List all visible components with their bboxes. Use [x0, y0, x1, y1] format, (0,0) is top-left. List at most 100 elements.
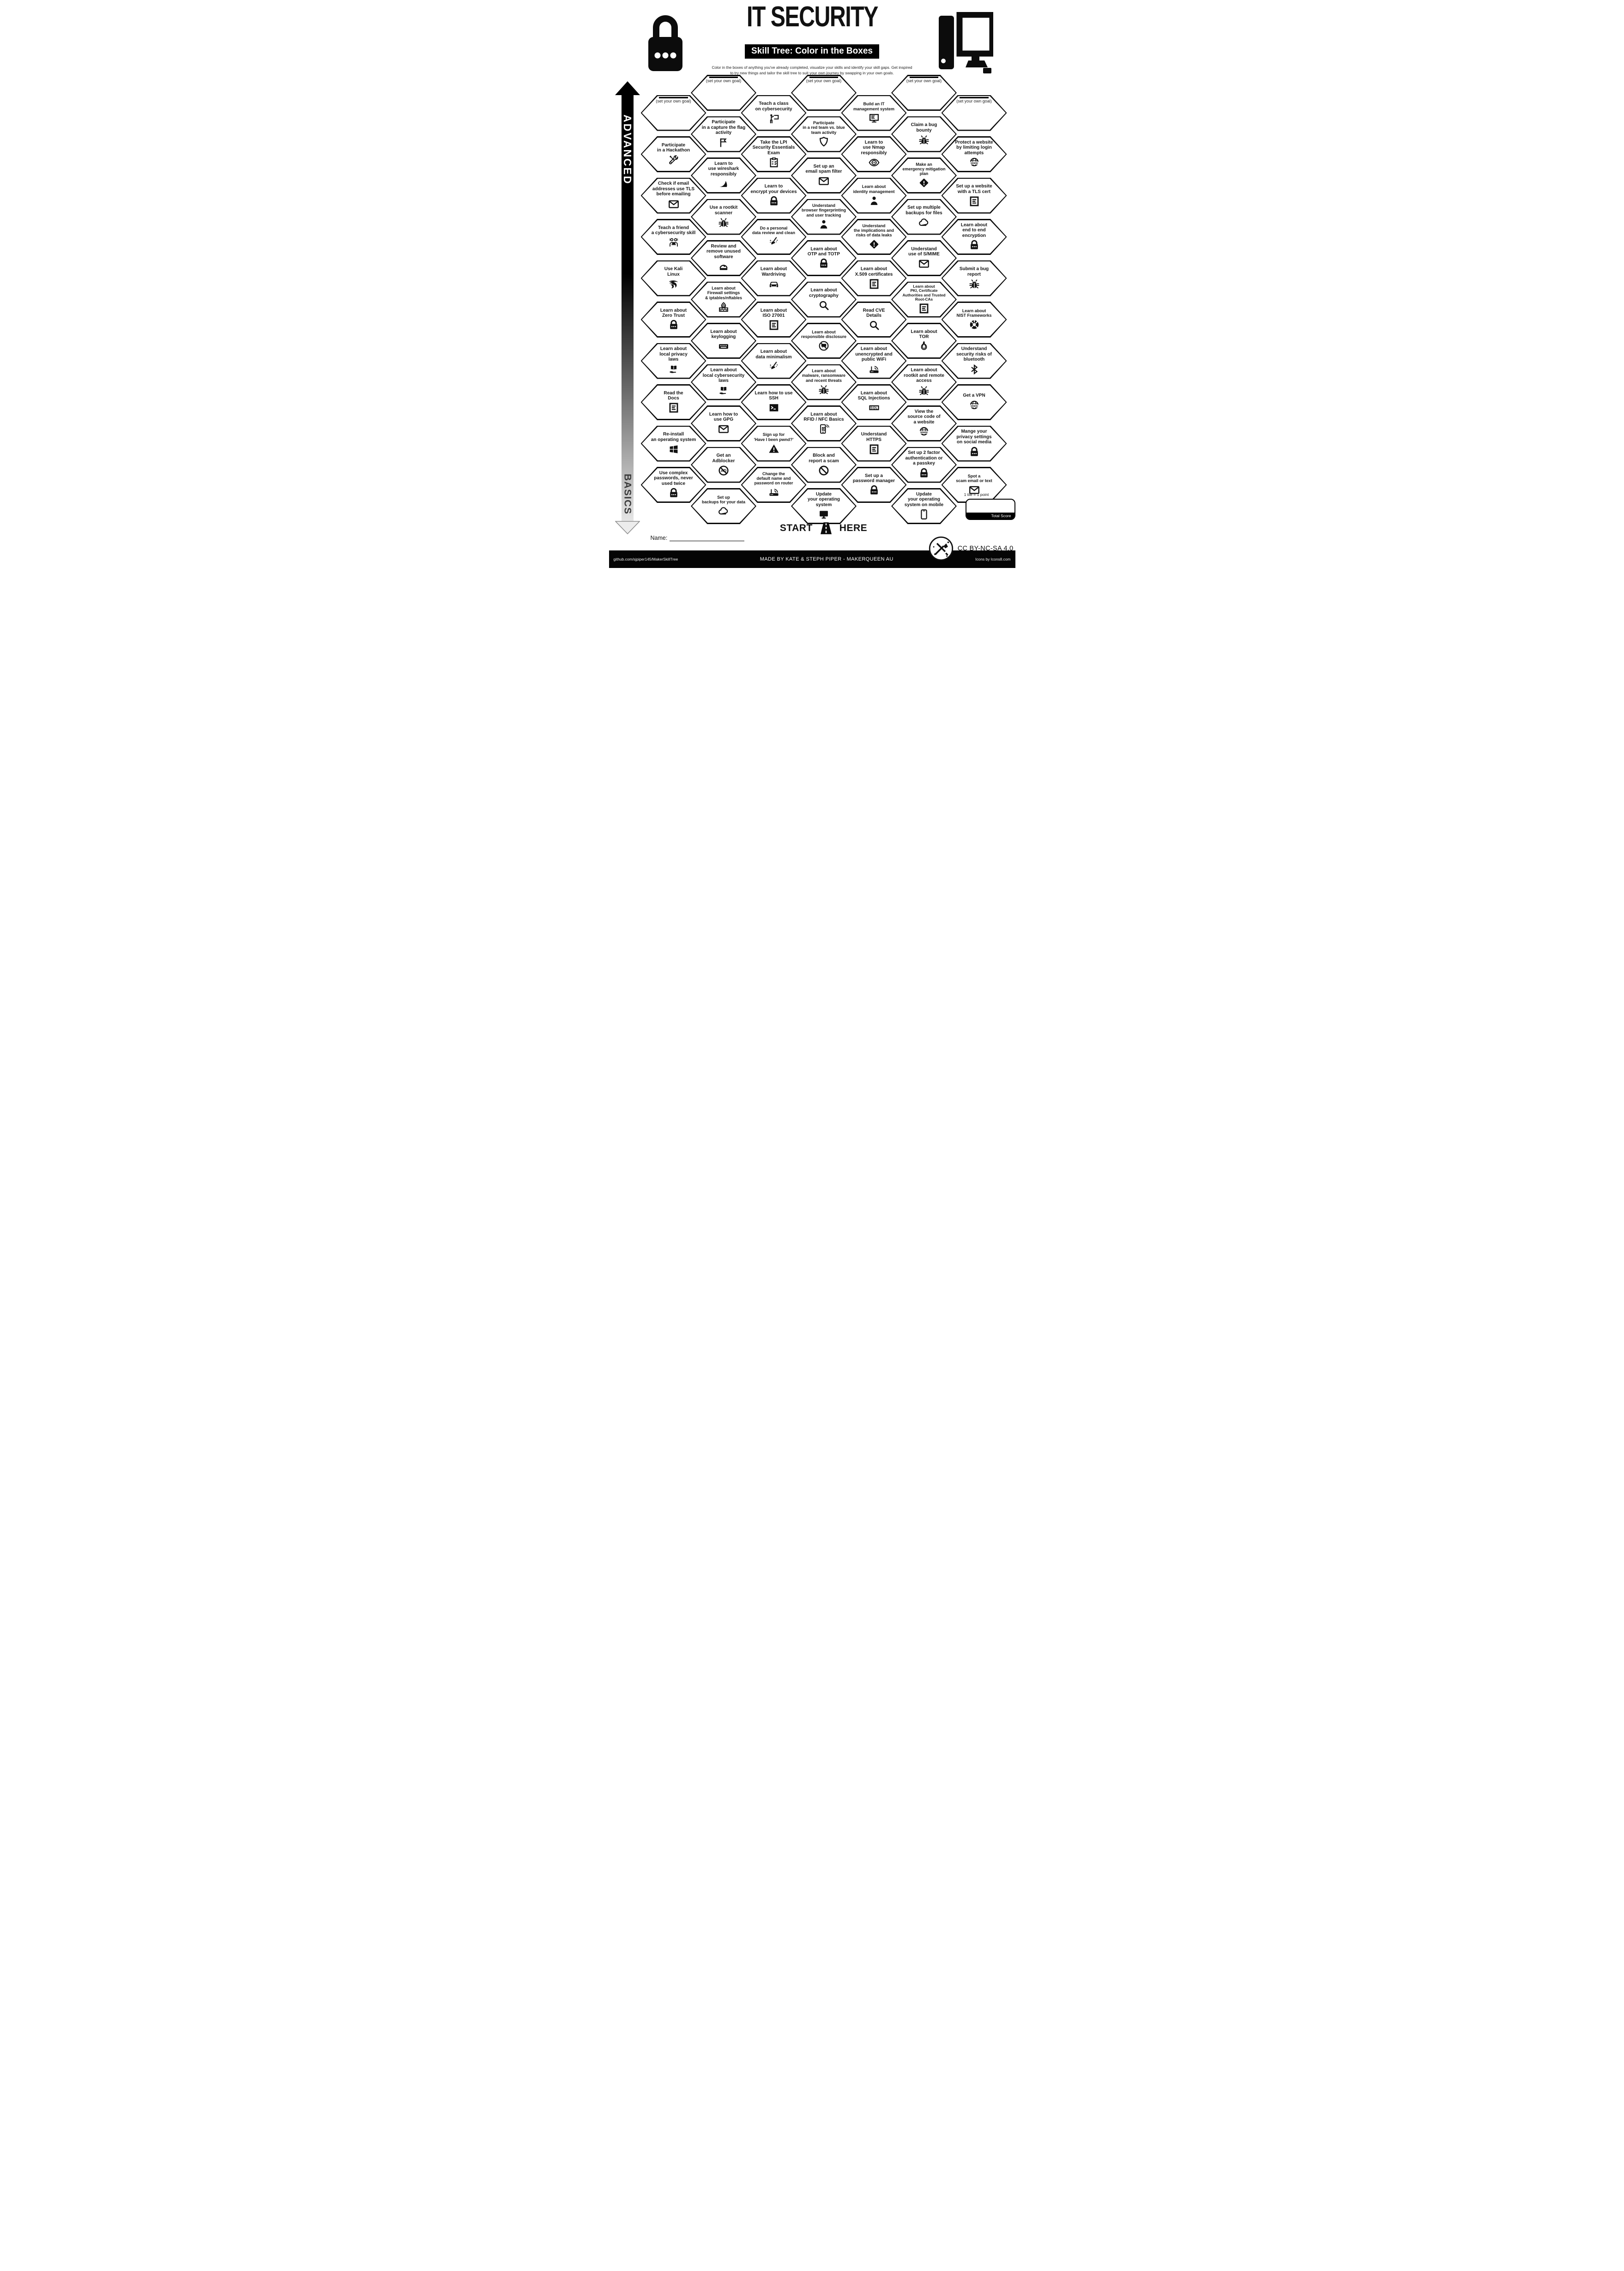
hex-tile-custom-goal[interactable]: (set your own goal): [640, 95, 706, 131]
hex-tile[interactable]: Learn about X.509 certificates: [841, 260, 907, 296]
hex-tile[interactable]: Teach a class on cybersecurity: [741, 95, 807, 131]
hex-fill-area: [742, 137, 805, 171]
name-input-line[interactable]: [670, 535, 745, 541]
hex-tile[interactable]: Learn about OTP and TOTP: [791, 240, 857, 276]
hex-tile-custom-goal[interactable]: (set your own goal): [891, 75, 957, 111]
hex-tile[interactable]: Participate in a Hackathon: [640, 136, 706, 172]
hex-tile-custom-goal[interactable]: (set your own goal): [941, 95, 1007, 131]
hex-label: Submit a bug report: [959, 266, 989, 277]
hex-fill-area: [742, 302, 805, 337]
hex-tile[interactable]: Learn about NIST Frameworks: [941, 302, 1007, 338]
hex-tile[interactable]: Learn about end to end encryption: [941, 219, 1007, 255]
hex-tile-custom-goal[interactable]: (set your own goal): [691, 75, 756, 111]
hex-content: Learn how to use GPG: [700, 407, 747, 440]
hex-tile[interactable]: Use Kali Linux: [640, 260, 706, 296]
hex-tile[interactable]: Make an emergency mitigation plan: [891, 157, 957, 193]
hex-tile[interactable]: Spot a scam email or text: [941, 467, 1007, 503]
hex-tile[interactable]: Claim a bug bounty: [891, 116, 957, 152]
hex-tile[interactable]: Build an IT management system: [841, 95, 907, 131]
hex-tile[interactable]: Learn about local privacy laws: [640, 343, 706, 379]
hex-tile[interactable]: Set up an email spam filter: [791, 157, 857, 193]
hex-tile[interactable]: Do a personal data review and clean: [741, 219, 807, 255]
hex-tile[interactable]: Learn about unencrypted and public WiFi: [841, 343, 907, 379]
hex-content: Set up an email spam filter: [800, 159, 847, 192]
onion-icon: [917, 340, 931, 352]
hex-tile[interactable]: Set up 2 factor authentication or a pass…: [891, 447, 957, 483]
hex-content: Update your operating system: [800, 489, 847, 523]
hex-tile[interactable]: Understand use of S/MIME: [891, 240, 957, 276]
hex-tile[interactable]: Learn about cryptography: [791, 281, 857, 318]
hex-tile[interactable]: Submit a bug report: [941, 260, 1007, 296]
hex-content: Learn about local privacy laws: [650, 344, 697, 378]
hex-tile[interactable]: Learn about local cybersecurity laws: [691, 364, 756, 400]
hex-label: Learn to encrypt your devices: [750, 184, 797, 194]
hex-tile[interactable]: Learn to use Nmap responsibly: [841, 136, 907, 172]
hex-tile[interactable]: Change the default name and password on …: [741, 467, 807, 503]
hex-tile[interactable]: Understand HTTPS: [841, 425, 907, 462]
hex-tile[interactable]: Participate in a red team vs. blue team …: [791, 116, 857, 152]
hex-tile[interactable]: Get a VPN www: [941, 384, 1007, 420]
hex-fill-area: [792, 76, 856, 110]
hex-tile[interactable]: Learn how to use GPG: [691, 405, 756, 441]
hex-tile[interactable]: Mange your privacy settings on social me…: [941, 425, 1007, 462]
hex-tile[interactable]: Learn about responsible disclosure: [791, 323, 857, 359]
hex-tile[interactable]: Learn about Firewall settings & iptables…: [691, 281, 756, 318]
hex-tile[interactable]: Learn about data minimalism: [741, 343, 807, 379]
hex-tile[interactable]: Understand browser fingerprinting and us…: [791, 199, 857, 235]
hex-fill-area: [642, 385, 705, 419]
hex-tile[interactable]: Learn to encrypt your devices: [741, 177, 807, 214]
hex-tile[interactable]: Re-install an operating system: [640, 425, 706, 462]
hex-tile[interactable]: Learn about PKI, Certificate Authorities…: [891, 281, 957, 318]
hex-label: Participate in a red team vs. blue team …: [803, 121, 845, 135]
hex-tile[interactable]: Teach a friend a cybersecurity skill: [640, 219, 706, 255]
eye-target-icon: [867, 157, 881, 169]
hex-tile[interactable]: Update your operating system on mobile: [891, 488, 957, 524]
total-score-value[interactable]: [966, 500, 1014, 513]
hex-tile[interactable]: Review and remove unused software: [691, 240, 756, 276]
hex-tile[interactable]: Block and report a scam: [791, 447, 857, 483]
hex-tile[interactable]: Read CVE Details: [841, 302, 907, 338]
hex-tile-custom-goal[interactable]: (set your own goal): [791, 75, 857, 111]
hex-tile[interactable]: Learn about SQL Injections SQL: [841, 384, 907, 420]
hex-tile[interactable]: Learn about Zero Trust: [640, 302, 706, 338]
hex-tile[interactable]: Sign up for 'Have I been pwnd?': [741, 425, 807, 462]
hex-tile[interactable]: Get an AdblockerAD: [691, 447, 756, 483]
hex-tile[interactable]: Set up a website with a TLS cert: [941, 177, 1007, 214]
hex-tile[interactable]: Learn about RFID / NFC Basics: [791, 405, 857, 441]
hex-tile[interactable]: Take the LPI Security Essentials Exam: [741, 136, 807, 172]
hex-tile[interactable]: Learn to use wireshark responsibly: [691, 157, 756, 193]
hex-tile[interactable]: Learn about TOR: [891, 323, 957, 359]
hex-tile[interactable]: Learn about Wardriving: [741, 260, 807, 296]
hex-tile[interactable]: Use complex passwords, never used twice: [640, 467, 706, 503]
svg-text:www: www: [970, 405, 978, 408]
hex-tile[interactable]: Set up a password manager: [841, 467, 907, 503]
hex-tile[interactable]: Read the Docs: [640, 384, 706, 420]
hex-tile[interactable]: Participate in a capture the flag activi…: [691, 116, 756, 152]
hex-tile[interactable]: Use a rootkit scanner: [691, 199, 756, 235]
hex-tile[interactable]: View the source code of a website www: [891, 405, 957, 441]
hex-label: Learn about X.509 certificates: [855, 266, 893, 277]
hex-tile[interactable]: Learn about rootkit and remote access: [891, 364, 957, 400]
hex-tile[interactable]: Learn how to use SSH: [741, 384, 807, 420]
hex-tile[interactable]: Update your operating system: [791, 488, 857, 524]
hex-tile[interactable]: Understand the implications and risks of…: [841, 219, 907, 255]
hex-fill-area: [842, 96, 906, 130]
hex-tile[interactable]: Set up multiple backups for files: [891, 199, 957, 235]
hex-tile[interactable]: Protect a website by limiting login atte…: [941, 136, 1007, 172]
hex-label: Use complex passwords, never used twice: [654, 470, 693, 486]
document-icon: [917, 302, 931, 314]
hex-tile[interactable]: Learn about malware, ransomware and rece…: [791, 364, 857, 400]
hex-content: Set up a password manager: [851, 468, 898, 501]
hex-tile[interactable]: Understand security risks of bluetooth: [941, 343, 1007, 379]
hex-tile[interactable]: Learn about identity management: [841, 177, 907, 214]
hex-tile[interactable]: Learn about ISO 27001: [741, 302, 807, 338]
hex-tile[interactable]: Check if email addresses use TLS before …: [640, 177, 706, 214]
hex-label: Learn about local cybersecurity laws: [702, 368, 745, 384]
hex-label: Protect a website by limiting login atte…: [955, 139, 993, 156]
hex-label: Learn about Wardriving: [760, 266, 787, 277]
hex-fill-area: [792, 324, 856, 358]
ad-block-icon: AD: [716, 465, 731, 477]
hex-tile[interactable]: Set up backups for your data: [691, 488, 756, 524]
hex-tile[interactable]: Learn about keylogging: [691, 323, 756, 359]
hex-label: (set your own goal): [656, 98, 691, 103]
